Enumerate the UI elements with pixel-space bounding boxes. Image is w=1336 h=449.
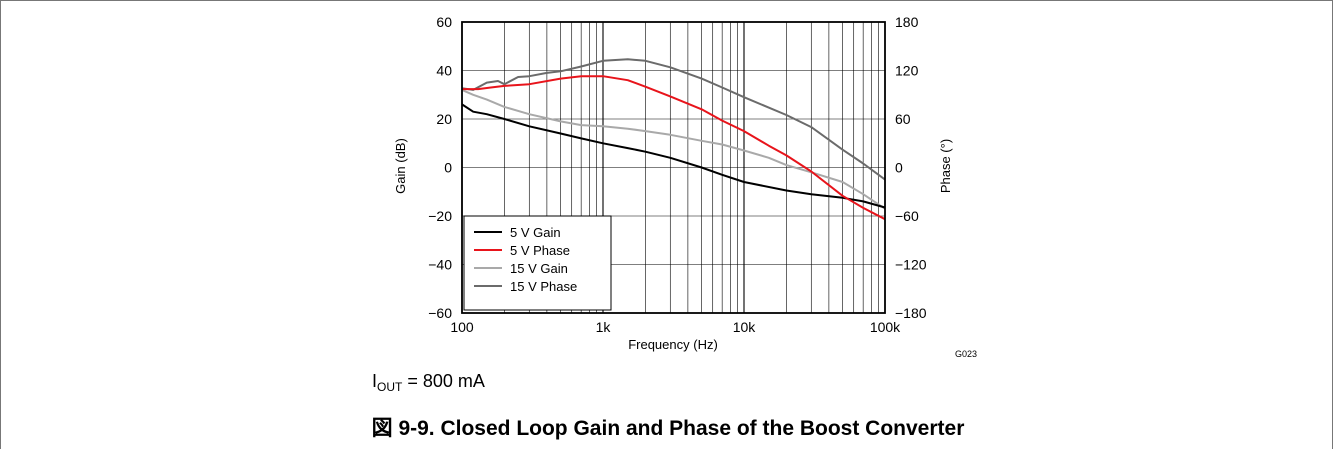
- legend-entry: 15 V Phase: [510, 279, 577, 294]
- figure-code: G023: [955, 349, 977, 359]
- chart-ticks: 100 1k 10k 100k 60 40 20 0 −20 −40 −60 180 120 60 0 −60…: [428, 14, 926, 335]
- series-line-5-v-phase: [462, 75, 886, 221]
- legend-entry: 5 V Phase: [510, 243, 570, 258]
- gain-phase-chart: 100 1k 10k 100k 60 40 20 0 −20 −40 −60 180 120 60 0 −60…: [393, 14, 977, 359]
- x-tick-label: 100: [450, 319, 474, 335]
- y-tick-label-left: −60: [428, 305, 452, 321]
- y-axis-label-right: Phase (°): [938, 139, 953, 193]
- x-tick-label: 100k: [870, 319, 901, 335]
- x-tick-label: 10k: [733, 319, 757, 335]
- condition-note: IOUT = 800 mA: [372, 371, 485, 394]
- y-tick-label-left: 0: [444, 160, 452, 176]
- plot-area: [461, 21, 886, 314]
- y-tick-label-right: 180: [895, 14, 919, 30]
- figure-caption: 図 9-9. Closed Loop Gain and Phase of the…: [371, 417, 965, 440]
- legend-entry: 15 V Gain: [510, 261, 568, 276]
- series-line-15-v-gain: [461, 88, 886, 210]
- y-tick-label-right: 0: [895, 160, 903, 176]
- x-axis-label: Frequency (Hz): [628, 337, 718, 352]
- y-tick-label-left: 20: [436, 111, 452, 127]
- y-tick-label-right: −120: [895, 257, 927, 273]
- y-tick-label-right: 60: [895, 111, 911, 127]
- y-tick-label-right: −180: [895, 305, 927, 321]
- y-axis-label-left: Gain (dB): [393, 138, 408, 194]
- y-tick-label-left: 60: [436, 14, 452, 30]
- legend-entry: 5 V Gain: [510, 225, 561, 240]
- y-tick-label-left: −40: [428, 257, 452, 273]
- y-tick-label-left: 40: [436, 63, 452, 79]
- y-tick-label-left: −20: [428, 208, 452, 224]
- y-tick-label-right: 120: [895, 63, 919, 79]
- series-line-15-v-phase: [461, 58, 886, 181]
- series-line-5-v-gain: [461, 103, 886, 209]
- y-tick-label-right: −60: [895, 208, 919, 224]
- chart-series: [461, 58, 886, 221]
- chart-legend: 5 V Gain 5 V Phase 15 V Gain 15 V Phase: [463, 215, 612, 311]
- x-tick-label: 1k: [596, 319, 612, 335]
